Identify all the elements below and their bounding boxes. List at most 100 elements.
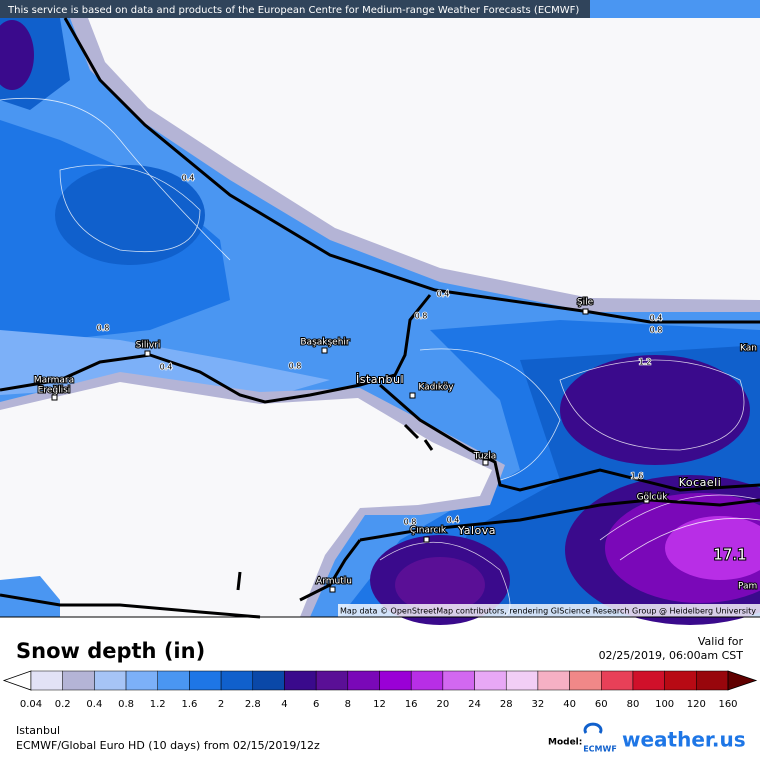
- snow-area: [0, 20, 34, 90]
- colorbar-box: [125, 670, 158, 691]
- place-label: Kadıköy: [418, 383, 454, 393]
- place-label: Silivri: [136, 341, 161, 351]
- colorbar-box: [379, 670, 412, 691]
- place-label: Kocaeli: [679, 476, 722, 489]
- contour-label: 0.4: [437, 290, 450, 299]
- contour-label: 0.8: [650, 326, 663, 335]
- coastline-south: [0, 593, 261, 619]
- colorbar-box: [62, 670, 95, 691]
- contour-line: [419, 348, 561, 481]
- colorbar-label: 160: [718, 699, 737, 710]
- colorbar-label: 100: [655, 699, 674, 710]
- contour-line: [0, 97, 231, 261]
- colorbar-label: 0.4: [86, 699, 102, 710]
- colorbar-label: 8: [345, 699, 351, 710]
- colorbar-box: [505, 670, 539, 691]
- colorbar-label: 60: [595, 699, 608, 710]
- colorbar-box: [347, 670, 380, 691]
- snow-area: [395, 557, 485, 613]
- colorbar-box: [410, 670, 444, 691]
- place-label: Pam: [738, 582, 757, 592]
- colorbar-label: 2: [218, 699, 224, 710]
- colorbar-box: [537, 670, 570, 691]
- model-label: Model:: [548, 738, 582, 748]
- colorbar-box: [189, 670, 222, 691]
- place-marker: [582, 308, 589, 315]
- contour-label: 0.8: [415, 312, 428, 321]
- coastline-north: [63, 17, 760, 324]
- colorbar-box: [220, 670, 254, 691]
- place-label: Başakşehir: [300, 338, 350, 348]
- colorbar-box: [664, 670, 697, 691]
- place-label: Marmara: [34, 376, 74, 386]
- brand: weather.us: [622, 728, 746, 752]
- contour-label: 0.4: [160, 363, 173, 372]
- place-label: Armutlu: [316, 577, 352, 587]
- place-label: Şile: [577, 298, 594, 308]
- colorbar-box: [30, 670, 63, 691]
- colorbar-label: 120: [687, 699, 706, 710]
- contour-line: [619, 517, 760, 561]
- coastline-thrace: [0, 294, 432, 404]
- colorbar-label: 1.2: [150, 699, 166, 710]
- place-marker: [144, 350, 151, 357]
- attribution-bar: [338, 604, 760, 617]
- colorbar-label: 6: [313, 699, 319, 710]
- place-marker: [482, 459, 489, 466]
- place-label: Yalova: [457, 524, 496, 537]
- colorbar-label: 20: [436, 699, 449, 710]
- location: Istanbul: [16, 724, 60, 737]
- coastline-peninsula: [299, 539, 362, 602]
- contour-label: 0.4: [447, 516, 460, 525]
- coastline: [0, 17, 760, 619]
- sea: [25, 18, 760, 300]
- colorbar-label: 32: [532, 699, 545, 710]
- place-marker: [51, 394, 58, 401]
- place-marker: [643, 497, 650, 504]
- contour-label: 0.8: [289, 362, 302, 371]
- snow-area: [560, 355, 750, 465]
- contour-label: 0.4: [650, 314, 663, 323]
- colorbar-box: [315, 670, 349, 691]
- contour-label: 0.4: [182, 174, 195, 183]
- valid-time: 02/25/2019, 06:00am CST: [599, 649, 744, 662]
- contour-label: 1.6: [631, 472, 644, 481]
- contours: [0, 97, 760, 618]
- place-label: Gölcük: [637, 493, 669, 503]
- island: [403, 423, 434, 451]
- place-label: Ereğlisi: [38, 386, 71, 396]
- attribution: Map data © OpenStreetMap contributors, r…: [340, 607, 756, 616]
- colorbar-label: 16: [405, 699, 418, 710]
- colorbar-label: 0.2: [55, 699, 71, 710]
- snow-area: [0, 576, 60, 617]
- snow-area: [665, 516, 760, 580]
- colorbar-arrow: [2, 670, 32, 691]
- contour-label: 0.8: [404, 518, 417, 527]
- snow-area: [55, 165, 205, 265]
- place-markers: [51, 308, 650, 593]
- colorbar-box: [442, 670, 475, 691]
- colorbar-label: 24: [468, 699, 481, 710]
- legend-title: Snow depth (in): [16, 639, 205, 663]
- colorbar-label: 28: [500, 699, 513, 710]
- coastline-gulf: [359, 498, 760, 542]
- colorbar: 0.04 0.2 0.4 0.8 1.2 1.6 2 2.8 4 6 8 12 16 20 24 28 32 40…: [2, 670, 758, 710]
- contour-label: 1.2: [639, 358, 652, 367]
- model-name: ECMWF: [583, 745, 617, 754]
- place-marker: [423, 536, 430, 543]
- colorbar-box: [601, 670, 634, 691]
- colorbar-label: 0.8: [118, 699, 134, 710]
- colorbar-label: 0.04: [20, 699, 42, 710]
- colorbar-box: [252, 670, 285, 691]
- colorbar-box: [474, 670, 507, 691]
- place-marker: [329, 586, 336, 593]
- contour-label: 0.8: [97, 324, 110, 333]
- colorbar-label: 4: [281, 699, 287, 710]
- place-label: İstanbul: [356, 373, 404, 386]
- model-run: ECMWF/Global Euro HD (10 days) from 02/1…: [16, 739, 320, 752]
- coastline-anatolia: [379, 383, 760, 492]
- contour-line: [59, 164, 201, 253]
- ecmwf-logo: [583, 722, 603, 734]
- colorbar-label: 1.6: [181, 699, 197, 710]
